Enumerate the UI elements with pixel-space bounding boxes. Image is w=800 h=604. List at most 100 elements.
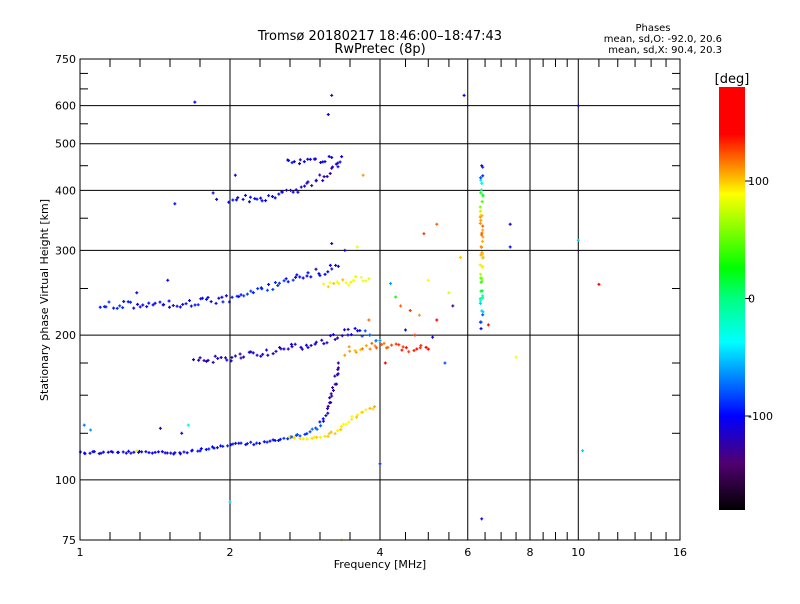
trace-point: [224, 356, 228, 360]
trace-point: [480, 181, 484, 185]
trace-point: [382, 341, 386, 345]
trace-point: [326, 404, 330, 408]
trace-point: [150, 451, 154, 455]
trace-point: [162, 303, 166, 307]
trace-point: [394, 342, 398, 346]
trace-point: [282, 347, 286, 351]
trace-point: [322, 342, 326, 346]
trace-point: [328, 171, 332, 175]
trace-point: [323, 434, 327, 438]
trace-point: [291, 278, 295, 282]
trace-point: [221, 300, 225, 304]
trace-point: [341, 278, 345, 282]
trace-point: [234, 198, 238, 202]
trace-point: [255, 353, 259, 357]
trace-point: [284, 188, 288, 192]
trace-point: [249, 289, 253, 293]
trace-point: [282, 279, 286, 283]
scatter-point: [426, 278, 430, 282]
trace-point: [380, 343, 384, 347]
trace-point: [306, 346, 310, 350]
data-points: [78, 93, 601, 542]
trace-point: [479, 176, 483, 180]
trace-point: [242, 294, 246, 298]
trace-point: [360, 347, 364, 351]
trace-point: [261, 352, 265, 356]
trace-point: [481, 313, 485, 317]
scatter-point: [451, 304, 455, 308]
trace-point: [132, 306, 136, 310]
trace-point: [361, 410, 365, 414]
trace-point: [248, 195, 252, 199]
trace-point: [192, 358, 196, 362]
trace-point: [286, 280, 290, 284]
trace-point: [479, 272, 483, 276]
scatter-point: [403, 328, 407, 332]
trace-point: [252, 443, 256, 447]
trace-point: [324, 414, 328, 418]
trace-point: [147, 451, 151, 455]
scatter-point: [326, 113, 330, 117]
trace-point: [479, 213, 483, 217]
trace-point: [156, 450, 160, 454]
trace-point: [286, 437, 290, 441]
trace-point: [320, 338, 324, 342]
trace-point: [229, 359, 233, 363]
trace-point: [481, 264, 485, 268]
trace-point: [308, 430, 312, 434]
trace-point: [314, 267, 318, 271]
trace-point: [310, 436, 314, 440]
trace-point: [189, 304, 193, 308]
trace-point: [330, 156, 334, 160]
trace-point: [145, 305, 149, 309]
trace-point: [318, 274, 322, 278]
trace-point: [153, 450, 157, 454]
trace-point: [197, 358, 201, 362]
trace-point: [306, 157, 310, 161]
trace-point: [293, 342, 297, 346]
trace-point: [481, 193, 485, 197]
x-tick-label: 1: [77, 546, 84, 559]
trace-point: [478, 205, 482, 209]
trace-point: [239, 356, 243, 360]
colorbar: [719, 87, 745, 510]
scatter-point: [193, 100, 197, 104]
trace-point: [231, 198, 235, 202]
scatter-point: [228, 500, 232, 504]
trace-point: [336, 361, 340, 365]
trace-point: [322, 282, 326, 286]
trace-point: [298, 162, 302, 166]
trace-point: [328, 396, 332, 400]
trace-point: [287, 435, 291, 439]
trace-point: [354, 275, 358, 279]
trace-point: [212, 446, 216, 450]
scatter-point: [173, 202, 177, 206]
trace-point: [286, 347, 290, 351]
trace-point: [271, 352, 275, 356]
trace-point: [328, 334, 332, 338]
trace-point: [277, 281, 281, 285]
trace-point: [220, 295, 224, 299]
scatter-point: [233, 173, 237, 177]
trace-point: [353, 326, 357, 330]
trace-point: [479, 320, 483, 324]
trace-point: [479, 327, 483, 331]
trace-point: [306, 271, 310, 275]
scatter-point: [211, 191, 215, 195]
scatter-point: [413, 333, 417, 337]
trace-point: [251, 351, 255, 355]
trace-point: [258, 441, 262, 445]
scatter-point: [180, 431, 184, 435]
trace-point: [267, 282, 271, 286]
trace-point: [481, 228, 485, 232]
trace-point: [141, 303, 145, 307]
trace-point: [480, 231, 484, 235]
trace-point: [167, 299, 171, 303]
x-tick-label: 6: [464, 546, 471, 559]
trace-point: [309, 343, 313, 347]
trace-point: [373, 344, 377, 348]
trace-point: [346, 327, 350, 331]
trace-point: [214, 301, 218, 305]
trace-point: [277, 438, 281, 442]
trace-point: [204, 297, 208, 301]
